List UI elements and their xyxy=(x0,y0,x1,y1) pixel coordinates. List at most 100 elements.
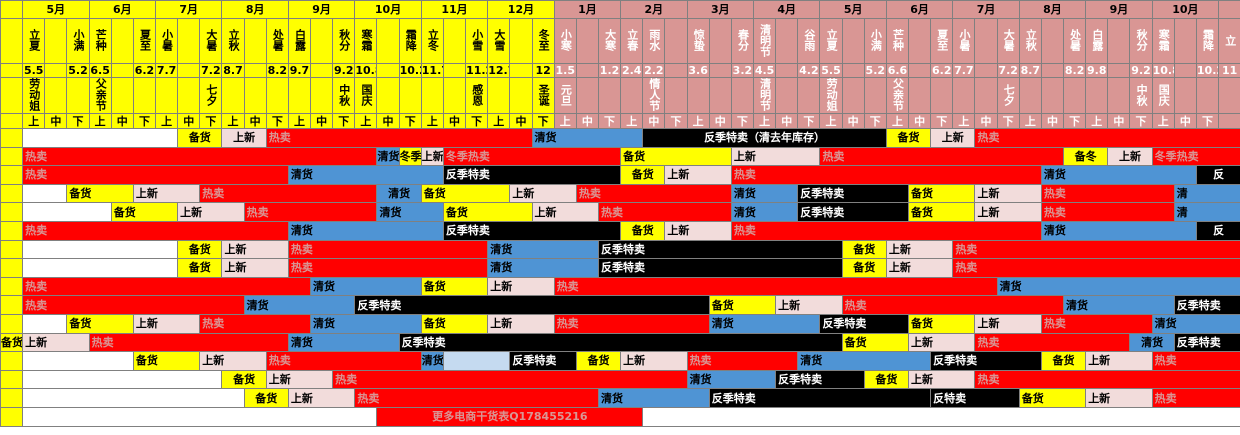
phase-cell-上新[interactable]: 上新 xyxy=(509,183,577,204)
phase-cell-热卖[interactable]: 热卖 xyxy=(952,239,1240,260)
phase-cell-上新[interactable]: 上新 xyxy=(1107,146,1153,167)
phase-cell-empty[interactable] xyxy=(22,369,223,390)
phase-cell-上新[interactable]: 上新 xyxy=(1085,351,1153,371)
phase-cell-热卖[interactable]: 热卖 xyxy=(354,388,599,408)
phase-cell-empty[interactable] xyxy=(0,313,24,334)
phase-cell-备货[interactable]: 备货 xyxy=(420,183,511,204)
phase-cell-上新[interactable]: 上新 xyxy=(885,239,954,260)
phase-cell-反季特卖[interactable]: 反季特卖 xyxy=(442,165,622,185)
phase-cell-备货[interactable]: 备货 xyxy=(620,146,732,167)
phase-cell-empty[interactable] xyxy=(0,258,24,278)
phase-cell-清货[interactable]: 清货 xyxy=(686,369,777,390)
phase-cell-反季特卖[interactable]: 反季特卖 xyxy=(597,239,843,260)
phase-cell-反[interactable]: 反 xyxy=(1195,165,1240,185)
phase-cell-备冬[interactable]: 备冬 xyxy=(1063,146,1109,167)
phase-cell-热卖[interactable]: 热卖 xyxy=(575,183,732,204)
phase-cell-备货[interactable]: 备货 xyxy=(885,128,932,148)
phase-cell-empty[interactable] xyxy=(0,388,24,408)
phase-cell-热卖[interactable]: 热卖 xyxy=(88,332,289,353)
phase-cell-上新[interactable]: 上新 xyxy=(132,313,201,334)
phase-cell-empty[interactable] xyxy=(0,165,24,185)
phase-cell-empty[interactable] xyxy=(0,406,24,427)
phase-cell-上新[interactable]: 上新 xyxy=(221,258,289,278)
phase-cell-上新[interactable]: 上新 xyxy=(22,332,90,353)
phase-cell-清货[interactable]: 清货 xyxy=(1129,332,1175,353)
phase-cell-清货[interactable]: 清货 xyxy=(1151,313,1240,334)
phase-cell-empty[interactable] xyxy=(22,239,179,260)
phase-cell-清货[interactable]: 清货 xyxy=(996,276,1240,297)
phase-cell-热卖[interactable]: 热卖 xyxy=(265,128,533,148)
phase-cell-上新[interactable]: 上新 xyxy=(974,202,1042,222)
phase-cell-热卖[interactable]: 热卖 xyxy=(265,351,422,371)
phase-cell-热卖[interactable]: 热卖 xyxy=(597,202,732,222)
phase-cell-empty[interactable] xyxy=(0,295,24,315)
phase-cell-清货[interactable]: 清货 xyxy=(708,313,821,334)
phase-cell-备货[interactable]: 备货 xyxy=(132,351,201,371)
phase-cell-反季特卖[interactable]: 反季特卖 xyxy=(797,202,910,222)
phase-cell-上新[interactable]: 上新 xyxy=(930,128,976,148)
phase-cell-热卖[interactable]: 热卖 xyxy=(22,276,312,297)
phase-cell-上新[interactable]: 上新 xyxy=(1085,388,1153,408)
phase-cell-热卖[interactable]: 热卖 xyxy=(22,165,289,185)
phase-cell-清货[interactable]: 清货 xyxy=(287,332,400,353)
phase-cell-清货[interactable]: 清货 xyxy=(376,202,444,222)
phase-cell-上新[interactable]: 上新 xyxy=(664,220,732,241)
phase-cell-empty[interactable] xyxy=(22,258,179,278)
phase-cell-冬季热卖[interactable]: 冬季热卖 xyxy=(442,146,622,167)
phase-cell-empty[interactable] xyxy=(0,276,24,297)
phase-cell-上新[interactable]: 上新 xyxy=(287,388,356,408)
phase-cell-反季特卖[interactable]: 反季特卖 xyxy=(1173,332,1240,353)
phase-cell-反[interactable]: 反 xyxy=(1195,220,1240,241)
phase-cell-热卖[interactable]: 热卖 xyxy=(686,351,799,371)
phase-cell-反季特卖[interactable]: 反季特卖 xyxy=(819,313,910,334)
phase-cell-热卖[interactable]: 热卖 xyxy=(22,220,289,241)
phase-cell-清[interactable]: 清 xyxy=(1173,183,1240,204)
phase-cell-上新[interactable]: 上新 xyxy=(664,165,732,185)
phase-cell-上新[interactable]: 上新 xyxy=(132,183,201,204)
phase-cell-热卖[interactable]: 热卖 xyxy=(974,332,1131,353)
phase-cell-反季特卖[interactable]: 反季特卖 xyxy=(597,258,843,278)
phase-cell-热卖[interactable]: 热卖 xyxy=(730,220,1042,241)
phase-cell-上新[interactable]: 上新 xyxy=(420,146,444,167)
phase-cell-empty[interactable] xyxy=(0,202,24,222)
phase-cell-empty[interactable] xyxy=(0,369,24,390)
phase-cell-清货[interactable]: 清货 xyxy=(531,128,644,148)
phase-cell-清货[interactable]: 清货 xyxy=(1040,220,1197,241)
phase-cell-热卖[interactable]: 热卖 xyxy=(730,165,1042,185)
phase-cell-热卖[interactable]: 热卖 xyxy=(243,202,378,222)
phase-cell-备货[interactable]: 备货 xyxy=(66,183,134,204)
phase-cell-热卖[interactable]: 热卖 xyxy=(287,258,489,278)
phase-cell-清货[interactable]: 清货 xyxy=(487,239,599,260)
phase-cell-热卖[interactable]: 热卖 xyxy=(952,258,1240,278)
phase-cell-empty[interactable] xyxy=(22,313,68,334)
phase-cell-上新[interactable]: 上新 xyxy=(885,258,954,278)
phase-cell-热卖[interactable]: 热卖 xyxy=(199,313,312,334)
phase-cell-备货[interactable]: 备货 xyxy=(177,258,223,278)
phase-cell-热卖[interactable]: 热卖 xyxy=(1040,183,1175,204)
phase-cell-上新[interactable]: 上新 xyxy=(265,369,334,390)
phase-cell-备货[interactable]: 备货 xyxy=(243,388,289,408)
phase-cell-备货[interactable]: 备货 xyxy=(420,276,489,297)
phase-cell-empty[interactable] xyxy=(0,239,24,260)
phase-cell-清货[interactable]: 清货 xyxy=(310,313,422,334)
phase-cell-热卖[interactable]: 热卖 xyxy=(332,369,688,390)
phase-cell-更多电商干货表Q178455216[interactable]: 更多电商干货表Q178455216 xyxy=(376,406,644,427)
phase-cell-清货[interactable]: 清货 xyxy=(1040,165,1197,185)
phase-cell-上新[interactable]: 上新 xyxy=(730,146,821,167)
phase-cell-备货[interactable]: 备货 xyxy=(841,239,887,260)
phase-cell-清货[interactable]: 清货 xyxy=(730,202,799,222)
phase-cell-上新[interactable]: 上新 xyxy=(487,276,555,297)
phase-cell-备货[interactable]: 备货 xyxy=(841,332,910,353)
phase-cell-上新[interactable]: 上新 xyxy=(221,239,289,260)
phase-cell-清货[interactable]: 清货 xyxy=(730,183,799,204)
phase-cell-反季特卖[interactable]: 反季特卖 xyxy=(354,295,710,315)
phase-cell-备货[interactable]: 备货 xyxy=(442,202,533,222)
phase-cell-empty[interactable] xyxy=(22,351,134,371)
phase-cell-热卖[interactable]: 热卖 xyxy=(1151,388,1240,408)
phase-cell-上新[interactable]: 上新 xyxy=(620,351,688,371)
phase-cell-清货[interactable]: 清货 xyxy=(597,388,710,408)
phase-cell-备货[interactable]: 备货 xyxy=(177,239,223,260)
phase-cell-清货[interactable]: 清货 xyxy=(487,258,599,278)
phase-cell-清货[interactable]: 清货 xyxy=(310,276,422,297)
phase-cell-上新[interactable]: 上新 xyxy=(199,351,267,371)
